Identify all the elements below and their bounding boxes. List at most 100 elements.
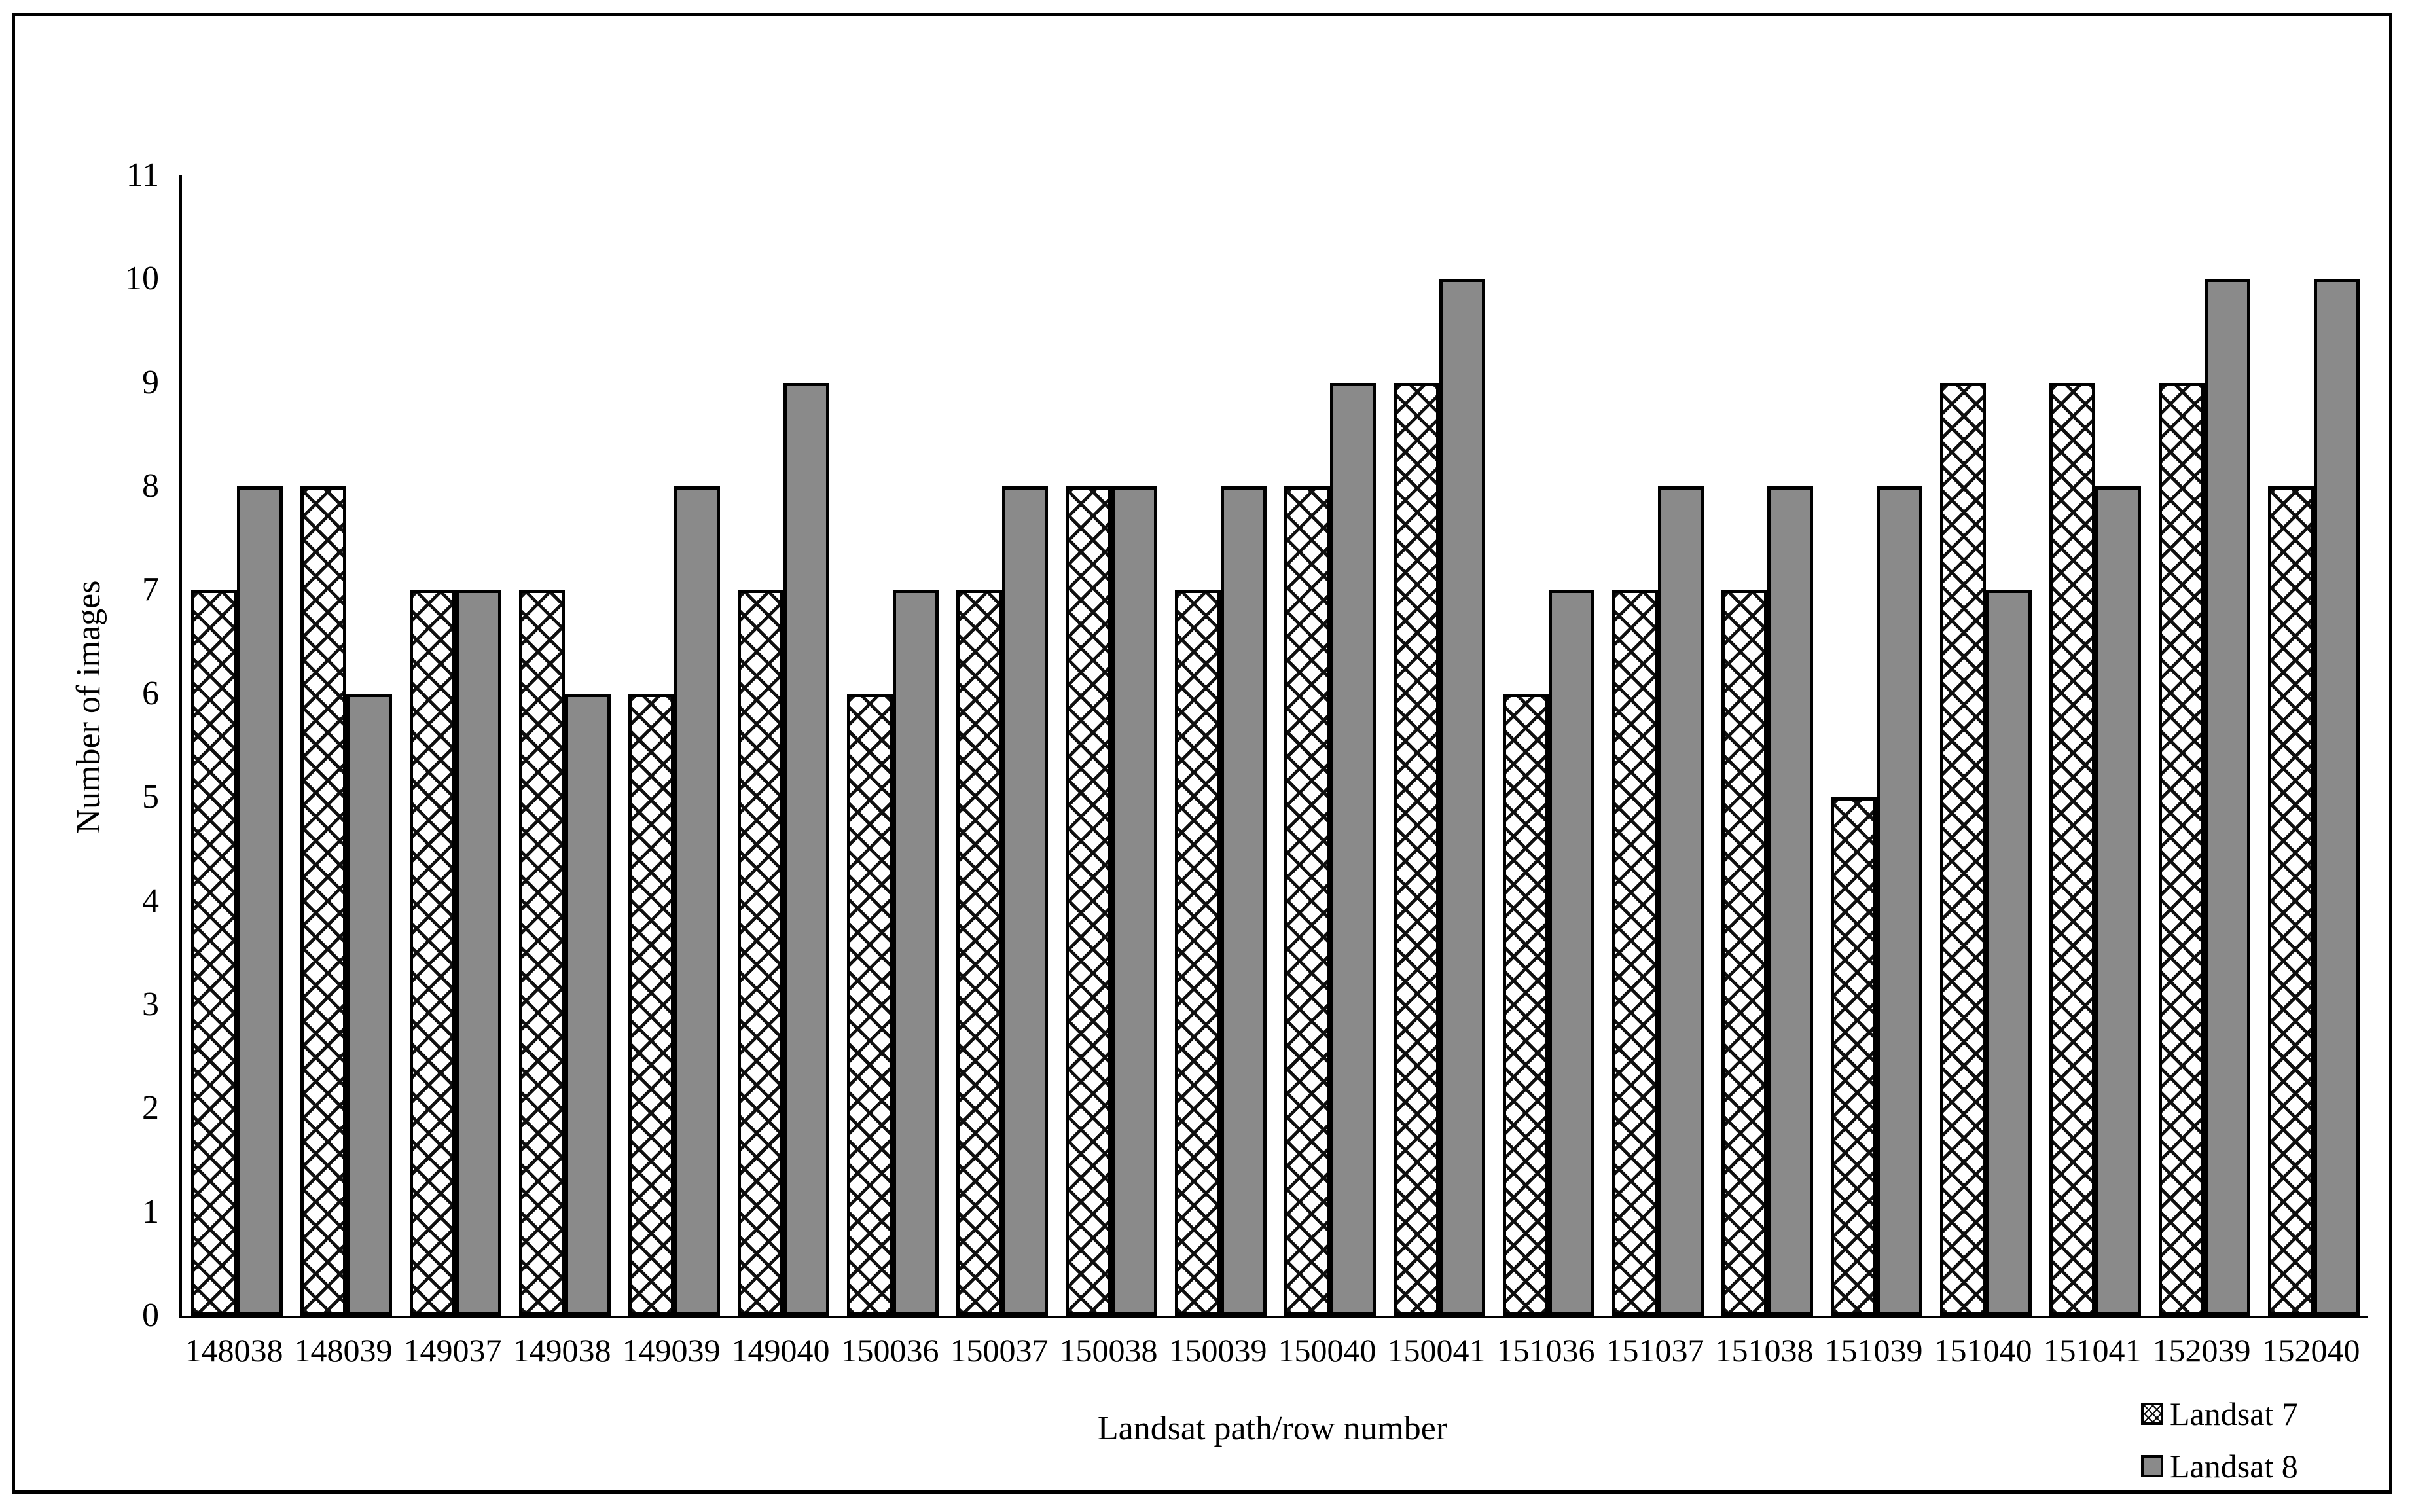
bar-landsat8-151036 [1548, 590, 1594, 1316]
bar-group-148038 [182, 175, 291, 1316]
x-tick-label-150041: 150041 [1387, 1332, 1486, 1369]
y-tick-label-10: 10 [125, 260, 159, 298]
y-tick-label-4: 4 [142, 882, 159, 920]
bar-landsat8-152040 [2313, 279, 2360, 1316]
bar-landsat7-152039 [2158, 382, 2205, 1316]
bar-landsat7-150036 [846, 693, 893, 1316]
x-tick-label-151038: 151038 [1715, 1332, 1814, 1369]
legend-label-landsat8: Landsat 8 [2170, 1448, 2298, 1485]
bar-landsat8-150038 [1111, 486, 1157, 1316]
x-axis-title: Landsat path/row number [1097, 1410, 1448, 1447]
y-tick-label-11: 11 [126, 156, 159, 194]
bar-landsat8-149040 [783, 382, 829, 1316]
bar-landsat7-149040 [737, 590, 783, 1316]
bar-landsat8-150036 [892, 590, 939, 1316]
landsat7-swatch-icon [2141, 1403, 2163, 1425]
bar-landsat8-150040 [1329, 382, 1376, 1316]
bar-landsat8-151039 [1876, 486, 1922, 1316]
plot-area [179, 175, 2368, 1318]
y-tick-label-6: 6 [142, 674, 159, 712]
bar-landsat8-151037 [1657, 486, 1704, 1316]
y-tick-label-0: 0 [142, 1297, 159, 1334]
bar-group-149040 [729, 175, 838, 1316]
bar-landsat8-150037 [1001, 486, 1048, 1316]
x-tick-label-151041: 151041 [2043, 1332, 2142, 1369]
bar-landsat7-149038 [518, 590, 565, 1316]
bar-group-151040 [1931, 175, 2040, 1316]
bar-landsat7-149037 [409, 590, 456, 1316]
bar-group-150041 [1384, 175, 1494, 1316]
y-tick-label-9: 9 [142, 363, 159, 401]
y-tick-label-3: 3 [142, 985, 159, 1023]
x-tick-label-152039: 152039 [2152, 1332, 2251, 1369]
bar-group-149037 [401, 175, 510, 1316]
bar-landsat8-149039 [674, 486, 720, 1316]
bar-group-152040 [2259, 175, 2368, 1316]
bar-landsat7-151041 [2049, 382, 2095, 1316]
legend-label-landsat7: Landsat 7 [2170, 1395, 2298, 1432]
figure-frame: Number of images 0 1 2 3 4 5 6 7 8 9 10 11 148038 14… [12, 13, 2392, 1494]
x-tick-label-150040: 150040 [1278, 1332, 1377, 1369]
x-tick-label-149037: 149037 [403, 1332, 502, 1369]
bar-group-152039 [2150, 175, 2259, 1316]
bar-group-151041 [2040, 175, 2150, 1316]
x-tick-label-152040: 152040 [2261, 1332, 2360, 1369]
y-tick-label-2: 2 [142, 1089, 159, 1127]
bar-landsat7-152040 [2267, 486, 2314, 1316]
y-tick-label-1: 1 [142, 1193, 159, 1231]
x-tick-label-148039: 148039 [294, 1332, 393, 1369]
x-tick-label-150036: 150036 [840, 1332, 939, 1369]
bar-landsat7-150037 [956, 590, 1002, 1316]
bar-landsat8-150041 [1439, 279, 1485, 1316]
bar-landsat7-151036 [1502, 693, 1549, 1316]
bar-landsat7-150041 [1393, 382, 1439, 1316]
y-axis-tick-labels: 0 1 2 3 4 5 6 7 8 9 10 11 [15, 158, 159, 1333]
bar-group-151036 [1494, 175, 1603, 1316]
y-tick-label-5: 5 [142, 778, 159, 816]
legend: Landsat 7 Landsat 8 [2141, 1395, 2298, 1503]
bar-landsat8-148039 [346, 693, 392, 1316]
bar-landsat8-150039 [1220, 486, 1267, 1316]
legend-item-landsat7: Landsat 7 [2141, 1395, 2298, 1432]
bar-group-148039 [291, 175, 401, 1316]
bar-landsat7-148039 [300, 486, 346, 1316]
landsat8-swatch-icon [2141, 1455, 2163, 1477]
x-tick-label-149040: 149040 [731, 1332, 830, 1369]
x-tick-label-149039: 149039 [622, 1332, 721, 1369]
bar-landsat7-151037 [1611, 590, 1658, 1316]
bar-landsat7-149039 [628, 693, 674, 1316]
x-tick-label-148038: 148038 [185, 1332, 283, 1369]
x-tick-label-151036: 151036 [1496, 1332, 1595, 1369]
bar-landsat8-152039 [2204, 279, 2250, 1316]
bar-landsat8-149037 [455, 590, 501, 1316]
x-tick-label-151037: 151037 [1606, 1332, 1704, 1369]
bar-landsat7-150040 [1284, 486, 1330, 1316]
legend-item-landsat8: Landsat 8 [2141, 1448, 2298, 1485]
bar-group-150038 [1056, 175, 1166, 1316]
bar-landsat7-148038 [190, 590, 237, 1316]
bar-landsat7-150038 [1065, 486, 1111, 1316]
bar-group-149038 [510, 175, 619, 1316]
bar-landsat7-151038 [1721, 590, 1767, 1316]
bar-group-151039 [1822, 175, 1931, 1316]
bar-landsat8-151040 [1985, 590, 2032, 1316]
bar-group-150039 [1166, 175, 1275, 1316]
x-tick-label-149038: 149038 [513, 1332, 611, 1369]
bar-landsat8-148038 [236, 486, 283, 1316]
bar-landsat8-151038 [1767, 486, 1813, 1316]
bar-landsat7-150039 [1174, 590, 1221, 1316]
bar-group-149039 [619, 175, 729, 1316]
bar-group-150037 [947, 175, 1056, 1316]
x-tick-label-150037: 150037 [950, 1332, 1049, 1369]
bar-landsat8-151041 [2095, 486, 2141, 1316]
bar-landsat7-151039 [1830, 797, 1877, 1316]
bar-group-151037 [1603, 175, 1712, 1316]
x-tick-label-150039: 150039 [1168, 1332, 1267, 1369]
x-tick-label-150038: 150038 [1059, 1332, 1158, 1369]
bar-group-151038 [1712, 175, 1822, 1316]
bar-group-150036 [838, 175, 947, 1316]
x-tick-label-151039: 151039 [1824, 1332, 1923, 1369]
bar-landsat7-151040 [1939, 382, 1986, 1316]
y-tick-label-7: 7 [142, 571, 159, 609]
bar-group-150040 [1275, 175, 1384, 1316]
